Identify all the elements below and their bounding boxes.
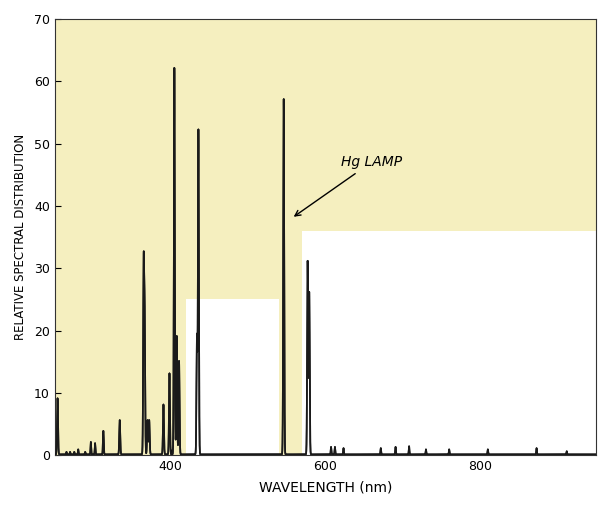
- Bar: [302, 231, 596, 455]
- Text: Hg LAMP: Hg LAMP: [295, 155, 402, 216]
- Bar: [186, 299, 279, 455]
- Y-axis label: RELATIVE SPECTRAL DISTRIBUTION: RELATIVE SPECTRAL DISTRIBUTION: [14, 134, 27, 340]
- X-axis label: WAVELENGTH (nm): WAVELENGTH (nm): [259, 480, 392, 494]
